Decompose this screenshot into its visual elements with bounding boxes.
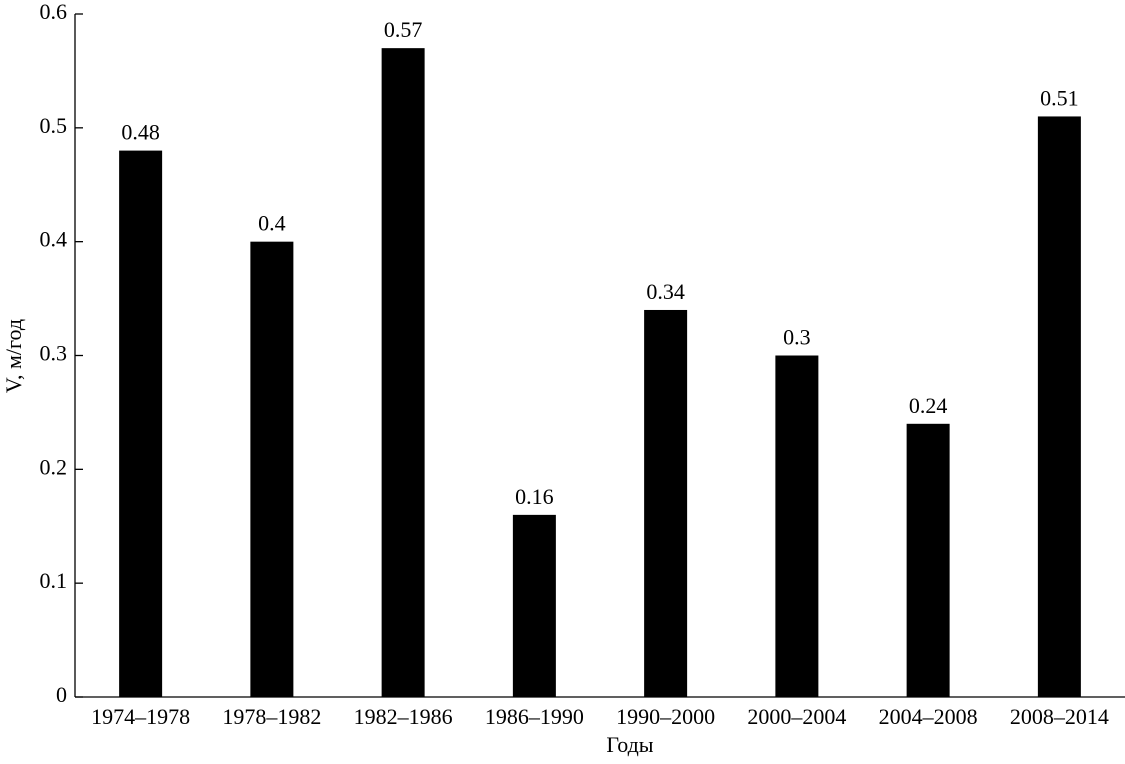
x-tick-label: 1986–1990 [485,704,584,729]
x-tick-label: 1982–1986 [354,704,453,729]
x-tick-label: 1974–1978 [91,704,190,729]
y-tick-label: 0.3 [40,341,68,366]
y-tick-label: 0.4 [40,227,68,252]
y-tick-label: 0 [56,682,67,707]
bar [250,241,294,697]
value-label: 0.57 [384,17,423,42]
value-label: 0.51 [1040,85,1079,110]
value-label: 0.3 [783,325,811,350]
y-axis-label: V, м/год [1,319,26,393]
bar [381,48,425,697]
y-tick-label: 0.6 [40,0,68,24]
y-tick-label: 0.2 [40,454,68,479]
bar [1037,116,1081,697]
x-tick-label: 2004–2008 [879,704,978,729]
bar [906,423,950,697]
x-tick-label: 1990–2000 [616,704,715,729]
x-axis-label: Годы [606,732,653,757]
y-tick-label: 0.1 [40,568,68,593]
bar [644,309,688,697]
value-label: 0.24 [909,393,948,418]
value-label: 0.34 [646,279,685,304]
y-tick-label: 0.5 [40,113,68,138]
x-tick-label: 2000–2004 [747,704,846,729]
value-label: 0.48 [121,120,160,145]
x-tick-label: 1978–1982 [222,704,321,729]
bar [512,514,556,697]
x-tick-label: 2008–2014 [1010,704,1109,729]
value-label: 0.4 [258,211,286,236]
value-label: 0.16 [515,484,554,509]
bar [775,355,819,697]
bar [119,150,163,698]
